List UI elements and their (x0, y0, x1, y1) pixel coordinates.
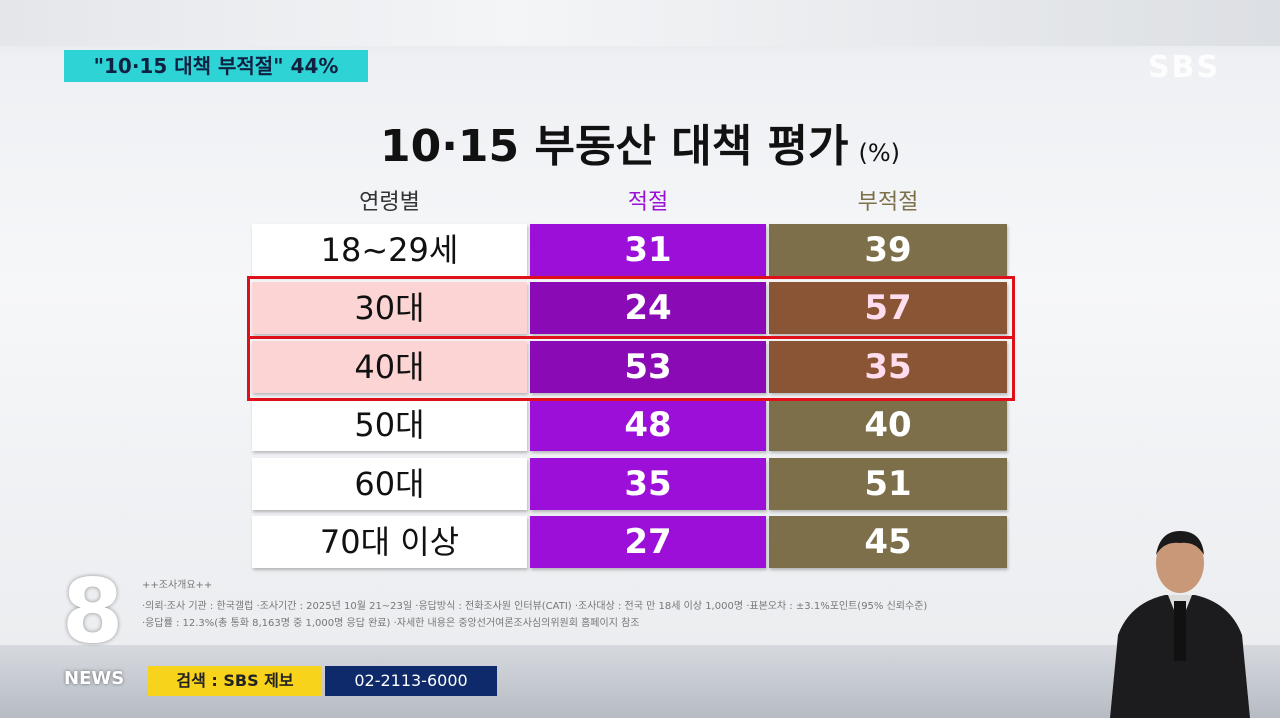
value-ok: 27 (530, 516, 766, 568)
channel-logo: 8 (62, 560, 124, 663)
title: 10·15 부동산 대책 평가 (%) (0, 110, 1280, 174)
header-bad: 부적절 (857, 190, 919, 215)
note: ·응답률 : 12.3%(총 통화 8,163명 중 1,000명 응답 완료)… (142, 618, 640, 629)
row-label: 30대 (252, 282, 527, 335)
note: ·의뢰·조사 기관 : 한국갤럽 ·조사기간 : 2025년 10월 21~23… (142, 601, 928, 612)
header-age: 연령별 (359, 190, 420, 215)
row-label: 50대 (252, 399, 527, 452)
caption: "10·15 대책 부적절" 44% (64, 50, 368, 82)
search-banner: 검색 : SBS 제보 (148, 666, 322, 696)
highlight-divider (247, 335, 1015, 339)
value-bad: 51 (769, 457, 1007, 510)
presenter (1110, 531, 1250, 718)
title-text: 10·15 부동산 대책 평가 (379, 121, 849, 172)
value-ok: 53 (530, 340, 766, 393)
value-bad: 45 (769, 516, 1007, 568)
top-strip (0, 0, 1280, 46)
value-ok: 35 (530, 457, 766, 510)
row-label: 60대 (252, 457, 527, 510)
value-ok: 31 (530, 224, 766, 276)
phone-banner: 02-2113-6000 (325, 666, 497, 696)
value-bad: 40 (769, 399, 1007, 452)
unit: (%) (858, 139, 901, 167)
value-ok: 48 (530, 399, 766, 452)
row-label: 40대 (252, 340, 527, 393)
note: ++조사개요++ (142, 580, 213, 591)
value-bad: 39 (769, 224, 1007, 276)
row-label: 70대 이상 (252, 516, 527, 568)
value-bad: 35 (769, 340, 1007, 393)
header-ok: 적절 (627, 190, 669, 215)
logo: SBS (1148, 50, 1221, 85)
value-ok: 24 (530, 282, 766, 335)
row-label: 18~29세 (252, 224, 527, 276)
value-bad: 57 (769, 282, 1007, 335)
channel-news: NEWS (64, 668, 125, 689)
